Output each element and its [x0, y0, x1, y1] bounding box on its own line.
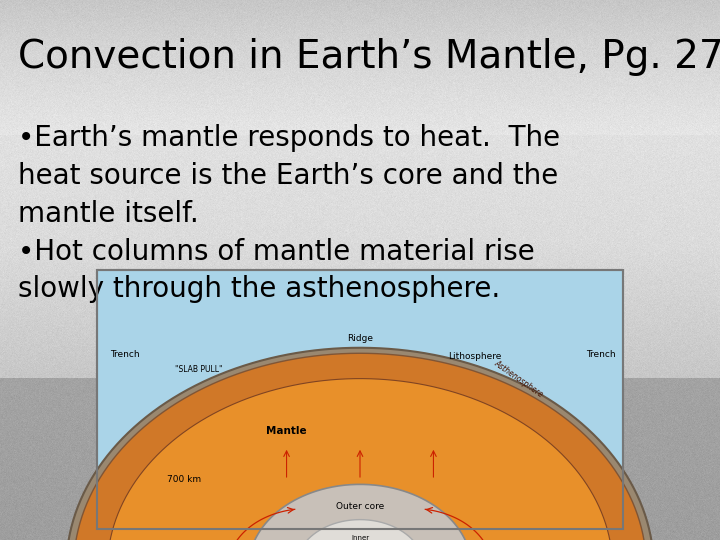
Text: mantle itself.: mantle itself. [18, 200, 199, 228]
Bar [97, 270, 623, 529]
Text: Lithosphere: Lithosphere [448, 352, 502, 361]
Text: Asthenosphere: Asthenosphere [492, 359, 544, 399]
Text: 700 km: 700 km [167, 475, 201, 484]
Polygon shape [248, 484, 472, 540]
Text: heat source is the Earth’s core and the: heat source is the Earth’s core and the [18, 162, 558, 190]
Text: Inner
core: Inner core [351, 535, 369, 540]
Polygon shape [73, 353, 647, 540]
Text: Mantle: Mantle [266, 427, 307, 436]
Text: •Earth’s mantle responds to heat.  The: •Earth’s mantle responds to heat. The [18, 124, 560, 152]
Polygon shape [295, 519, 425, 540]
Text: "SLAB PULL": "SLAB PULL" [175, 365, 222, 374]
Text: Outer core: Outer core [336, 502, 384, 511]
Bar [97, 270, 623, 529]
Text: Trench: Trench [110, 350, 140, 359]
Polygon shape [73, 353, 647, 540]
Text: Convection in Earth’s Mantle, Pg. 27: Convection in Earth’s Mantle, Pg. 27 [18, 38, 720, 76]
Text: slowly through the asthenosphere.: slowly through the asthenosphere. [18, 275, 500, 303]
Text: Trench: Trench [586, 350, 616, 359]
Text: Ridge: Ridge [347, 334, 373, 343]
Text: •Hot columns of mantle material rise: •Hot columns of mantle material rise [18, 238, 535, 266]
Polygon shape [66, 348, 654, 540]
